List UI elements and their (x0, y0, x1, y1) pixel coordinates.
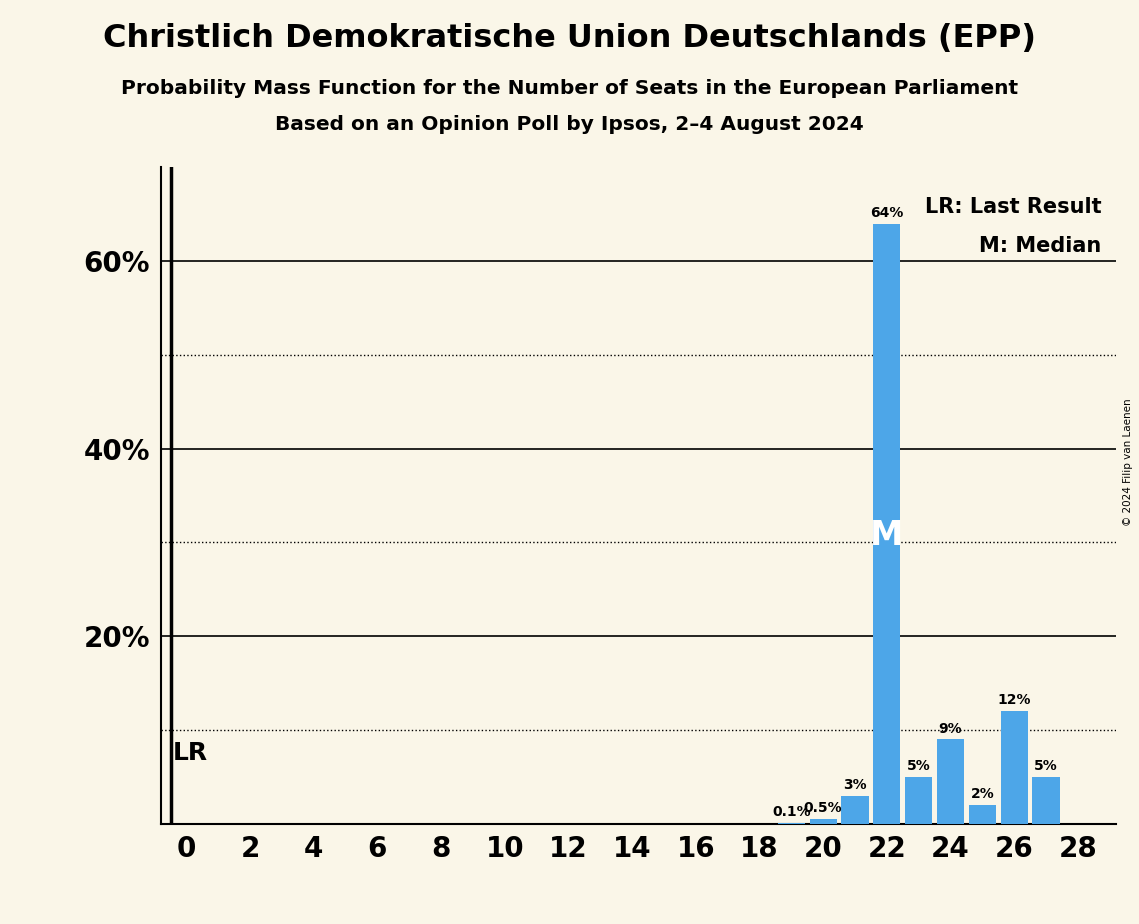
Text: 0.1%: 0.1% (772, 805, 811, 819)
Bar (1032, 777, 1059, 823)
Text: LR: LR (173, 741, 208, 765)
Text: 5%: 5% (907, 759, 931, 773)
Bar (778, 822, 805, 823)
Text: 2%: 2% (970, 787, 994, 801)
Bar (969, 805, 995, 823)
Text: Christlich Demokratische Union Deutschlands (EPP): Christlich Demokratische Union Deutschla… (103, 23, 1036, 55)
Text: 12%: 12% (998, 693, 1031, 708)
Text: 5%: 5% (1034, 759, 1058, 773)
Bar (937, 739, 964, 823)
Text: M: M (870, 519, 903, 553)
Bar (874, 224, 900, 823)
Text: 3%: 3% (843, 778, 867, 792)
Text: M: Median: M: Median (980, 237, 1101, 256)
Text: 9%: 9% (939, 722, 962, 736)
Bar (842, 796, 869, 823)
Text: Based on an Opinion Poll by Ipsos, 2–4 August 2024: Based on an Opinion Poll by Ipsos, 2–4 A… (276, 116, 863, 135)
Bar (1001, 711, 1027, 823)
Bar (906, 777, 932, 823)
Text: Probability Mass Function for the Number of Seats in the European Parliament: Probability Mass Function for the Number… (121, 79, 1018, 98)
Text: 0.5%: 0.5% (804, 801, 843, 815)
Text: © 2024 Filip van Laenen: © 2024 Filip van Laenen (1123, 398, 1133, 526)
Bar (810, 819, 837, 823)
Text: LR: Last Result: LR: Last Result (925, 197, 1101, 217)
Text: 64%: 64% (870, 206, 903, 220)
